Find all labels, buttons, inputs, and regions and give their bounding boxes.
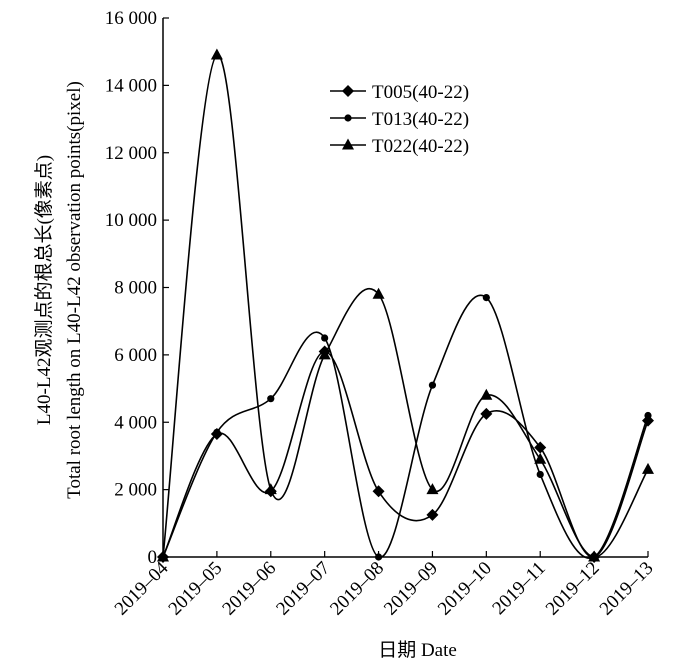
x-tick-label: 2019–09 bbox=[380, 558, 442, 620]
x-tick-label: 2019–07 bbox=[272, 558, 334, 620]
legend-marker-diamond bbox=[342, 85, 354, 97]
legend-label: T022(40-22) bbox=[372, 136, 469, 157]
series-circle bbox=[159, 294, 652, 561]
series-triangle bbox=[157, 48, 654, 562]
series-line-triangle bbox=[162, 54, 649, 558]
legend: T005(40-22) T013(40-22) T022(40-22) bbox=[330, 82, 469, 157]
y-tick-label: 4 000 bbox=[114, 412, 157, 433]
data-point-triangle bbox=[480, 388, 493, 400]
x-tick-label: 2019–10 bbox=[434, 558, 496, 620]
y-tick-label: 14 000 bbox=[105, 75, 157, 96]
data-point-triangle bbox=[534, 452, 547, 464]
data-point-triangle bbox=[426, 483, 439, 495]
series-diamond bbox=[157, 345, 654, 563]
x-tick-label: 2019–04 bbox=[111, 557, 173, 619]
legend-marker-circle bbox=[344, 114, 352, 122]
data-point-triangle bbox=[642, 462, 654, 474]
x-ticks: 2019–042019–052019–062019–072019–082019–… bbox=[111, 551, 658, 620]
data-point-triangle bbox=[157, 550, 169, 562]
data-point-triangle bbox=[588, 550, 601, 562]
legend-item: T005(40-22) bbox=[330, 82, 469, 103]
data-point-circle bbox=[536, 470, 544, 479]
y-tick-label: 16 000 bbox=[105, 8, 157, 29]
data-point-triangle bbox=[210, 48, 223, 60]
series-line-diamond bbox=[162, 350, 649, 558]
y-tick-label: 8 000 bbox=[114, 278, 157, 299]
legend-item: T022(40-22) bbox=[330, 136, 469, 157]
series-group bbox=[157, 48, 654, 563]
x-tick-label: 2019–05 bbox=[165, 558, 227, 620]
legend-label: T013(40-22) bbox=[372, 109, 469, 130]
y-ticks: 0 2 000 4 000 6 000 8 000 10 000 12 000 14 000 1… bbox=[105, 8, 169, 568]
legend-label: T005(40-22) bbox=[372, 82, 469, 103]
legend-marker-triangle bbox=[342, 138, 354, 150]
x-tick-label: 2019–13 bbox=[596, 558, 658, 620]
data-point-circle bbox=[213, 428, 221, 436]
data-point-diamond bbox=[534, 441, 547, 454]
data-point-circle bbox=[482, 294, 490, 302]
y-tick-label: 6 000 bbox=[114, 345, 157, 366]
y-axis-label-en: Total root length on L40-L42 observation… bbox=[64, 81, 85, 499]
data-point-circle bbox=[374, 553, 383, 561]
y-tick-label: 10 000 bbox=[105, 210, 157, 231]
x-axis-label: 日期 Date bbox=[378, 639, 457, 661]
data-point-triangle bbox=[318, 348, 331, 360]
data-point-triangle bbox=[372, 287, 385, 299]
data-point-circle bbox=[644, 411, 652, 420]
data-point-diamond bbox=[480, 407, 493, 420]
x-tick-label: 2019–06 bbox=[218, 558, 280, 620]
data-point-circle bbox=[267, 395, 275, 403]
y-tick-label: 0 bbox=[148, 547, 158, 568]
y-tick-label: 2 000 bbox=[114, 480, 157, 501]
y-tick-label: 12 000 bbox=[105, 143, 157, 164]
x-tick-label: 2019–08 bbox=[326, 558, 388, 620]
data-point-diamond bbox=[426, 508, 439, 521]
data-point-triangle bbox=[264, 483, 277, 495]
legend-item: T013(40-22) bbox=[330, 109, 469, 130]
x-tick-label: 2019–12 bbox=[542, 558, 604, 620]
x-tick-label: 2019–11 bbox=[488, 558, 549, 619]
data-point-diamond bbox=[372, 485, 385, 498]
data-point-circle bbox=[428, 381, 437, 389]
data-point-circle bbox=[321, 334, 329, 342]
y-axis-label-cn: L40-L42观测点的根总长(像素点) bbox=[33, 155, 55, 425]
